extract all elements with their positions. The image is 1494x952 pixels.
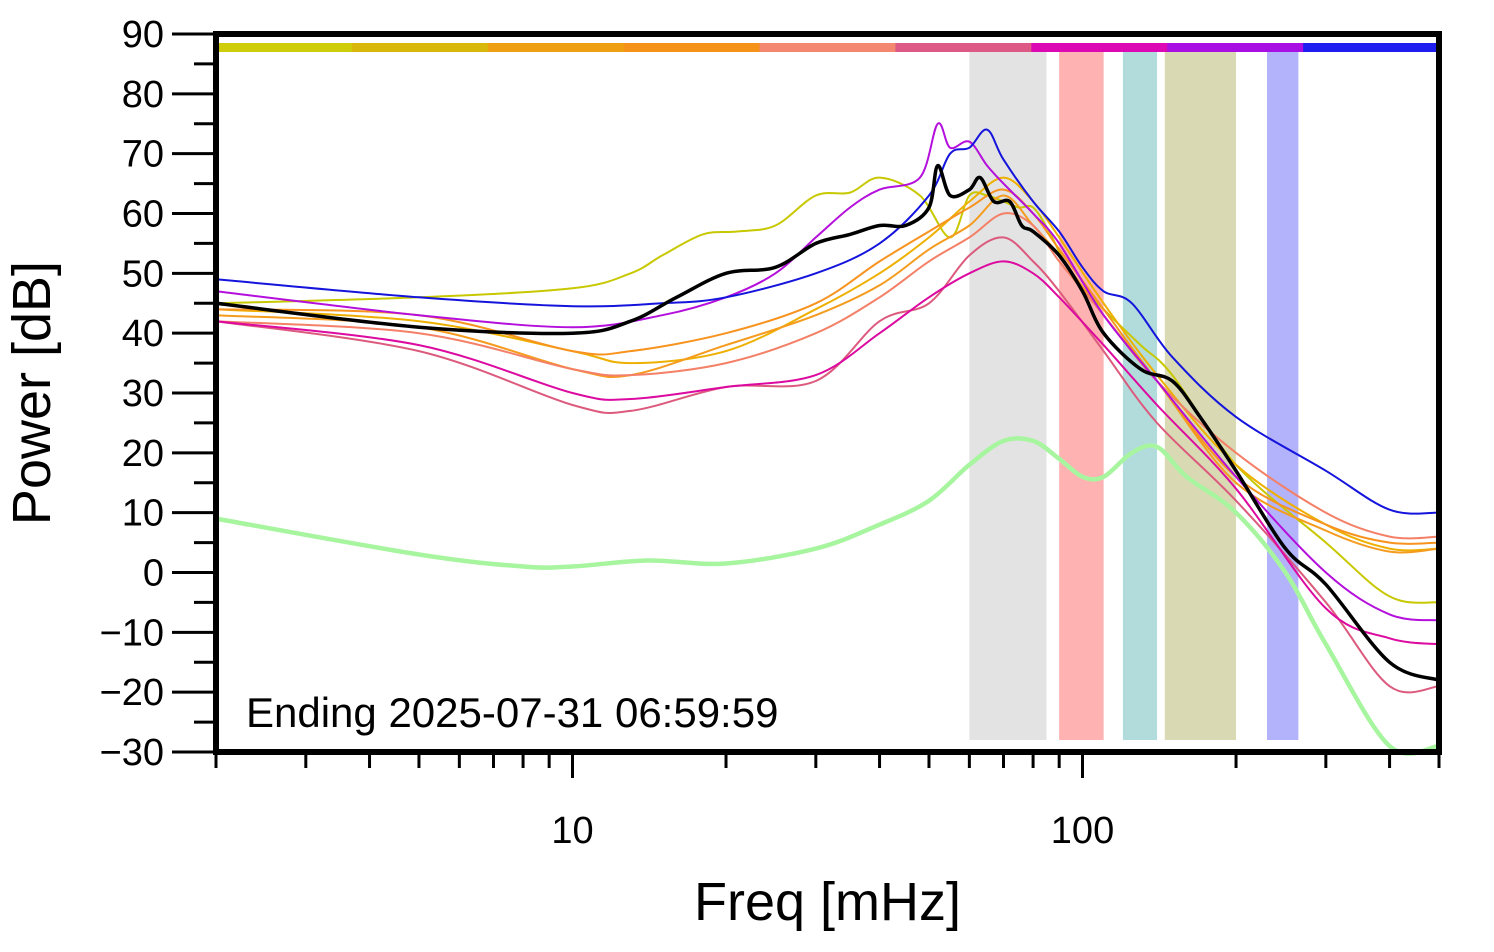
- y-tick-label: −10: [100, 612, 164, 654]
- series-line-6: [215, 236, 1440, 694]
- series-line-7: [215, 260, 1440, 646]
- band-4: [1164, 52, 1237, 740]
- series-line-9: [215, 128, 1440, 515]
- series-line-8: [215, 122, 1440, 622]
- strip-segment-4: [623, 43, 761, 52]
- strip-segment-1: [216, 43, 353, 52]
- y-tick-label: 80: [122, 74, 164, 116]
- y-tick-label: 60: [122, 194, 164, 236]
- x-tick-label: 10: [551, 810, 593, 852]
- color-strip: [216, 43, 1440, 52]
- y-axis-label: Power [dB]: [2, 261, 62, 525]
- frequency-bands: [969, 52, 1299, 740]
- strip-segment-3: [487, 43, 625, 52]
- timestamp-annotation: Ending 2025-07-31 06:59:59: [246, 689, 778, 736]
- x-axis-label: Freq [mHz]: [694, 872, 961, 932]
- y-tick-label: 0: [143, 553, 164, 595]
- y-tick-label: 90: [122, 14, 164, 56]
- y-tick-label: 10: [122, 493, 164, 535]
- series-line-4: [215, 188, 1440, 545]
- strip-segment-2: [351, 43, 489, 52]
- band-2: [1059, 52, 1104, 740]
- y-tick-label: 50: [122, 253, 164, 295]
- plot-frame: [213, 31, 1442, 755]
- band-3: [1122, 52, 1158, 740]
- strip-segment-5: [759, 43, 896, 52]
- series-line-11: [213, 436, 1442, 756]
- y-tick-label: 30: [122, 373, 164, 415]
- series-lines: [213, 122, 1442, 756]
- series-line-10: [214, 163, 1441, 682]
- strip-segment-9: [1303, 43, 1440, 52]
- y-tick-label: 20: [122, 433, 164, 475]
- strip-segment-8: [1167, 43, 1304, 52]
- series-line-5: [215, 212, 1440, 540]
- strip-segment-6: [895, 43, 1032, 52]
- y-tick-label: 40: [122, 313, 164, 355]
- series-line-1: [215, 176, 1440, 604]
- band-5: [1266, 52, 1299, 740]
- y-tick-label: −20: [100, 672, 164, 714]
- y-tick-label: −30: [100, 732, 164, 774]
- y-tick-label: 70: [122, 134, 164, 176]
- x-tick-label: 100: [1051, 810, 1114, 852]
- strip-segment-7: [1031, 43, 1168, 52]
- series-line-2: [215, 176, 1440, 552]
